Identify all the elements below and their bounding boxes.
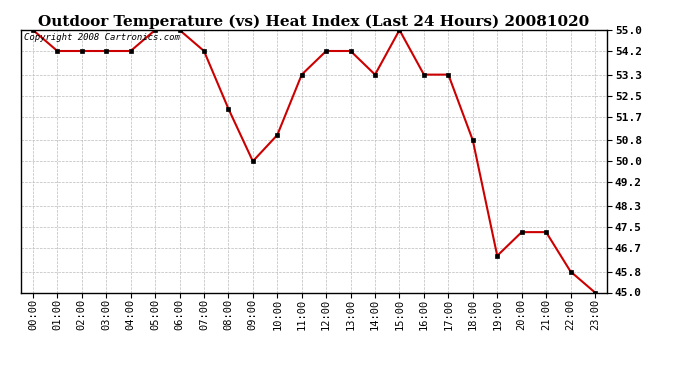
Title: Outdoor Temperature (vs) Heat Index (Last 24 Hours) 20081020: Outdoor Temperature (vs) Heat Index (Las… xyxy=(39,15,589,29)
Text: Copyright 2008 Cartronics.com: Copyright 2008 Cartronics.com xyxy=(23,33,179,42)
